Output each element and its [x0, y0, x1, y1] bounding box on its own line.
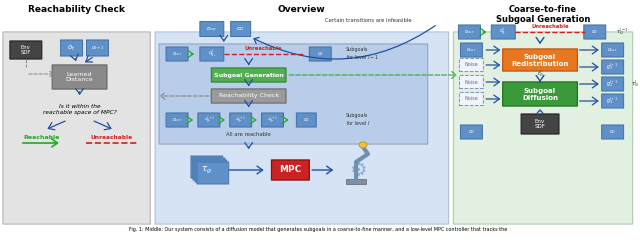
FancyBboxPatch shape [200, 47, 224, 61]
FancyBboxPatch shape [460, 76, 483, 89]
Text: $t_G^l$: $t_G^l$ [536, 68, 543, 79]
Text: Subgoals
for level $l$: Subgoals for level $l$ [346, 113, 371, 127]
FancyBboxPatch shape [584, 25, 605, 39]
FancyBboxPatch shape [166, 47, 188, 61]
Text: Certain transitions are infeasible: Certain transitions are infeasible [324, 17, 412, 23]
FancyBboxPatch shape [296, 113, 316, 127]
Text: $o_{g_3}^{l+1}$: $o_{g_3}^{l+1}$ [267, 114, 278, 126]
Text: Noise: Noise [465, 80, 478, 84]
Text: Unreachable: Unreachable [531, 23, 569, 29]
FancyBboxPatch shape [460, 125, 483, 139]
Text: $o_{cur}$: $o_{cur}$ [607, 46, 618, 54]
FancyBboxPatch shape [521, 114, 559, 134]
Text: Unreachable: Unreachable [90, 135, 132, 140]
FancyBboxPatch shape [602, 77, 623, 91]
FancyBboxPatch shape [230, 22, 251, 37]
Ellipse shape [359, 142, 367, 148]
FancyBboxPatch shape [460, 43, 483, 57]
Text: ⚙: ⚙ [349, 160, 367, 180]
Text: All are reachable: All are reachable [227, 133, 271, 137]
Text: $o_{cur}$: $o_{cur}$ [206, 25, 218, 33]
FancyBboxPatch shape [230, 113, 252, 127]
FancyBboxPatch shape [200, 22, 224, 37]
FancyBboxPatch shape [166, 113, 188, 127]
Text: $g_1^{l+1}$: $g_1^{l+1}$ [607, 62, 619, 72]
Text: $o_{t+1}$: $o_{t+1}$ [91, 44, 104, 52]
Text: $o_{cur}$: $o_{cur}$ [172, 116, 182, 124]
FancyBboxPatch shape [86, 40, 108, 56]
Text: Reachability Check: Reachability Check [28, 5, 125, 14]
FancyBboxPatch shape [602, 60, 623, 74]
Text: $\tau_G^l$: $\tau_G^l$ [630, 79, 639, 89]
FancyBboxPatch shape [502, 49, 577, 71]
Text: $\tau_g$: $\tau_g$ [201, 165, 212, 175]
Text: $g_3^{l+1}$: $g_3^{l+1}$ [607, 96, 619, 106]
Text: $o_t$: $o_t$ [67, 43, 76, 53]
Text: Subgoals
for level $l-1$: Subgoals for level $l-1$ [346, 47, 380, 61]
Text: Env
SDF: Env SDF [534, 119, 545, 129]
FancyBboxPatch shape [502, 82, 577, 106]
FancyBboxPatch shape [3, 32, 150, 224]
FancyBboxPatch shape [453, 32, 633, 224]
Text: $o_{g_1}^l$: $o_{g_1}^l$ [207, 48, 216, 60]
Text: $o_{cur}$: $o_{cur}$ [466, 46, 477, 54]
FancyBboxPatch shape [309, 47, 332, 61]
FancyBboxPatch shape [602, 125, 623, 139]
Text: $o_{cur}$: $o_{cur}$ [464, 28, 475, 36]
Text: Reachability Check: Reachability Check [219, 93, 278, 98]
Text: $o_G$: $o_G$ [317, 50, 324, 58]
FancyBboxPatch shape [195, 160, 227, 182]
FancyBboxPatch shape [492, 25, 515, 39]
FancyBboxPatch shape [458, 25, 481, 39]
Text: $o_{g_1}^l$: $o_{g_1}^l$ [499, 26, 508, 38]
FancyBboxPatch shape [271, 160, 309, 180]
FancyBboxPatch shape [262, 113, 284, 127]
FancyBboxPatch shape [198, 113, 220, 127]
Text: Overview: Overview [278, 5, 325, 14]
FancyBboxPatch shape [52, 65, 107, 89]
Text: $o_G$: $o_G$ [591, 28, 598, 36]
FancyBboxPatch shape [61, 40, 83, 56]
FancyBboxPatch shape [460, 59, 483, 72]
FancyBboxPatch shape [460, 92, 483, 106]
FancyBboxPatch shape [191, 156, 223, 178]
Text: $o_G$: $o_G$ [609, 128, 616, 136]
Text: Is it within the
reachable space of MPC?: Is it within the reachable space of MPC? [43, 104, 116, 115]
Text: Fig. 1: Middle: Our system consists of a diffusion model that generates subgoals: Fig. 1: Middle: Our system consists of a… [129, 227, 508, 233]
Text: $\tau_G^{l-1}$: $\tau_G^{l-1}$ [616, 27, 629, 38]
FancyBboxPatch shape [159, 44, 428, 144]
FancyBboxPatch shape [602, 43, 623, 57]
Text: $o_G$: $o_G$ [236, 25, 245, 33]
Text: Subgoal
Redistribution: Subgoal Redistribution [511, 53, 569, 67]
Text: Subgoal Generation: Subgoal Generation [214, 73, 284, 77]
Text: Unreachable: Unreachable [244, 46, 282, 52]
Text: Noise: Noise [465, 62, 478, 68]
Text: $g_2^{l+1}$: $g_2^{l+1}$ [607, 79, 619, 89]
FancyBboxPatch shape [211, 68, 286, 82]
Text: $o_G$: $o_G$ [303, 116, 310, 124]
Text: $o_G$: $o_G$ [468, 128, 475, 136]
Polygon shape [346, 179, 366, 184]
Text: Coarse-to-fine
Subgoal Generation: Coarse-to-fine Subgoal Generation [496, 5, 590, 24]
Text: $o_{g_1}^{l+1}$: $o_{g_1}^{l+1}$ [204, 114, 214, 126]
Text: Env
SDF: Env SDF [20, 45, 31, 55]
FancyBboxPatch shape [193, 158, 225, 180]
FancyBboxPatch shape [602, 94, 623, 108]
Text: Learned
Distance: Learned Distance [66, 72, 93, 82]
FancyBboxPatch shape [197, 162, 228, 184]
Text: Subgoal
Diffusion: Subgoal Diffusion [522, 88, 558, 100]
Text: Noise: Noise [465, 97, 478, 101]
Text: Reachable: Reachable [24, 135, 60, 140]
FancyBboxPatch shape [155, 32, 449, 224]
Text: $o_{cur}$: $o_{cur}$ [172, 50, 182, 58]
FancyBboxPatch shape [211, 89, 286, 103]
FancyBboxPatch shape [10, 41, 42, 59]
Text: MPC: MPC [279, 166, 301, 174]
Text: $o_{g_2}^{l+1}$: $o_{g_2}^{l+1}$ [236, 114, 246, 126]
